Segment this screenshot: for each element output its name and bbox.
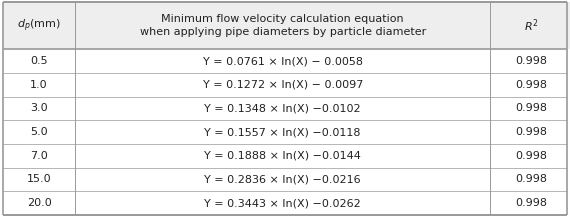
- Bar: [490, 73, 570, 97]
- Bar: [3, 120, 75, 144]
- Bar: [3, 97, 75, 120]
- Text: 0.998: 0.998: [515, 198, 548, 208]
- Bar: [490, 168, 570, 191]
- Text: 20.0: 20.0: [27, 198, 51, 208]
- Bar: [3, 2, 75, 49]
- Text: Y = 0.0761 × ln(X) − 0.0058: Y = 0.0761 × ln(X) − 0.0058: [203, 56, 363, 66]
- Text: Y = 0.1348 × ln(X) −0.0102: Y = 0.1348 × ln(X) −0.0102: [205, 104, 361, 113]
- Bar: [75, 2, 490, 49]
- Bar: [3, 144, 75, 168]
- Text: $R^2$: $R^2$: [524, 18, 539, 34]
- Text: 0.998: 0.998: [515, 56, 548, 66]
- Text: Y = 0.1557 × ln(X) −0.0118: Y = 0.1557 × ln(X) −0.0118: [205, 127, 361, 137]
- Bar: [490, 2, 570, 49]
- Bar: [75, 97, 490, 120]
- Text: 0.998: 0.998: [515, 104, 548, 113]
- Text: Y = 0.3443 × ln(X) −0.0262: Y = 0.3443 × ln(X) −0.0262: [204, 198, 361, 208]
- Bar: [75, 191, 490, 215]
- Text: Minimum flow velocity calculation equation
when applying pipe diameters by parti: Minimum flow velocity calculation equati…: [140, 14, 426, 37]
- Text: 0.998: 0.998: [515, 174, 548, 184]
- Text: 5.0: 5.0: [30, 127, 48, 137]
- Bar: [75, 144, 490, 168]
- Bar: [3, 168, 75, 191]
- Text: $d_p$(mm): $d_p$(mm): [17, 18, 61, 34]
- Bar: [3, 73, 75, 97]
- Text: 0.998: 0.998: [515, 151, 548, 161]
- Bar: [490, 97, 570, 120]
- Bar: [75, 73, 490, 97]
- Text: 0.998: 0.998: [515, 127, 548, 137]
- Bar: [490, 120, 570, 144]
- Bar: [490, 49, 570, 73]
- Text: 1.0: 1.0: [30, 80, 48, 90]
- Bar: [3, 191, 75, 215]
- Text: 3.0: 3.0: [30, 104, 48, 113]
- Bar: [75, 120, 490, 144]
- Text: 7.0: 7.0: [30, 151, 48, 161]
- Text: 0.998: 0.998: [515, 80, 548, 90]
- Bar: [490, 191, 570, 215]
- Text: 15.0: 15.0: [27, 174, 51, 184]
- Bar: [75, 49, 490, 73]
- Bar: [75, 168, 490, 191]
- Text: Y = 0.1272 × ln(X) − 0.0097: Y = 0.1272 × ln(X) − 0.0097: [202, 80, 363, 90]
- Text: Y = 0.1888 × ln(X) −0.0144: Y = 0.1888 × ln(X) −0.0144: [204, 151, 361, 161]
- Bar: [490, 144, 570, 168]
- Text: Y = 0.2836 × ln(X) −0.0216: Y = 0.2836 × ln(X) −0.0216: [205, 174, 361, 184]
- Text: 0.5: 0.5: [30, 56, 48, 66]
- Bar: [3, 49, 75, 73]
